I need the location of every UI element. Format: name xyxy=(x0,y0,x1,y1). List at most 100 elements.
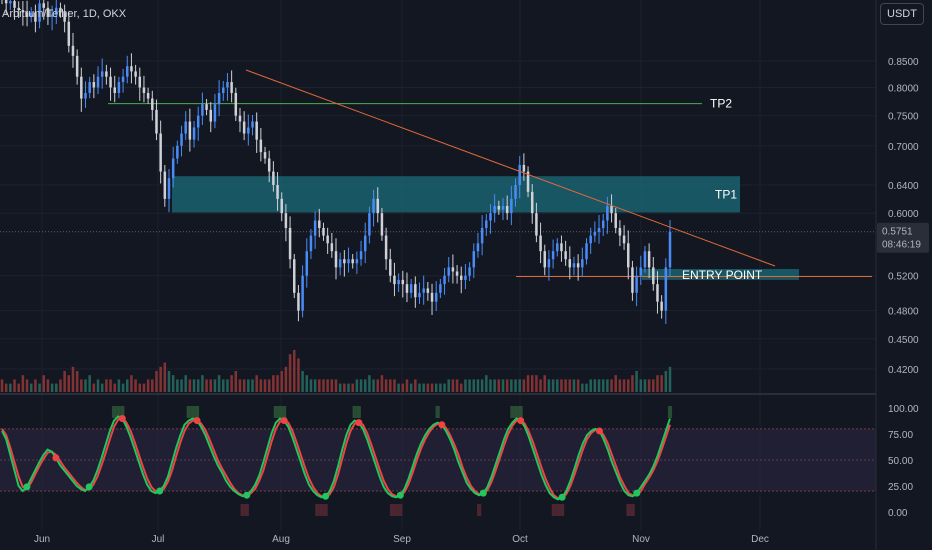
volume-bar-42 xyxy=(176,379,179,392)
volume-bar-90 xyxy=(376,379,380,392)
volume-bar-140 xyxy=(585,383,588,392)
osc-extreme-59 xyxy=(244,504,249,516)
candle-body-32 xyxy=(134,71,137,77)
candle-body-25 xyxy=(105,71,108,77)
volume-bar-19 xyxy=(80,379,83,392)
candle-body-57 xyxy=(238,115,242,122)
candle-body-59 xyxy=(247,127,250,134)
candle-body-65 xyxy=(272,171,275,185)
volume-bar-131 xyxy=(547,379,551,392)
price-badge-value: 0.5751 xyxy=(882,227,913,238)
osc-extreme-66 xyxy=(273,406,278,418)
time-tick-5: Nov xyxy=(632,534,650,545)
trend-line[interactable] xyxy=(245,69,776,267)
candle-body-150 xyxy=(626,243,630,268)
volume-bar-1 xyxy=(4,383,8,392)
volume-bar-57 xyxy=(238,379,242,392)
volume-bar-39 xyxy=(163,362,167,392)
volume-bar-8 xyxy=(34,379,37,392)
volume-bar-148 xyxy=(618,379,622,392)
osc-extreme-58 xyxy=(240,504,245,516)
osc-cross-dot-47 xyxy=(193,417,201,425)
volume-bar-81 xyxy=(338,383,342,392)
entry-zone[interactable] xyxy=(642,269,799,280)
osc-cross-dot-78 xyxy=(322,492,330,500)
candle-body-77 xyxy=(322,227,325,236)
volume-bar-11 xyxy=(46,379,50,392)
candle-body-146 xyxy=(610,205,613,214)
osc-extreme-76 xyxy=(315,504,320,516)
currency-button[interactable]: USDT xyxy=(880,3,924,25)
candle-body-36 xyxy=(151,98,154,110)
osc-extreme-85 xyxy=(352,406,357,418)
tp2-label: TP2 xyxy=(710,97,732,111)
volume-bar-86 xyxy=(359,379,363,392)
symbol-title: Arbitrum/Tether, 1D, OKX xyxy=(2,8,127,20)
candle-body-159 xyxy=(664,267,668,311)
candle-body-132 xyxy=(551,251,555,260)
volume-bar-119 xyxy=(497,379,501,392)
candle-body-29 xyxy=(121,76,125,83)
volume-bar-37 xyxy=(155,371,158,392)
candle-body-144 xyxy=(601,220,605,228)
volume-bar-59 xyxy=(247,379,250,392)
volume-bar-114 xyxy=(476,379,480,392)
price-tick-1: 0.8000 xyxy=(888,83,919,94)
volume-bar-145 xyxy=(606,379,609,392)
volume-bar-18 xyxy=(75,371,79,392)
candle-body-86 xyxy=(359,251,363,260)
candle-body-51 xyxy=(213,104,217,122)
candle-body-115 xyxy=(480,227,484,244)
candle-body-82 xyxy=(343,259,346,264)
volume-bar-106 xyxy=(443,383,446,392)
price-axis[interactable]: 0.8500 0.8000 0.7500 0.7000 0.6400 0.6000 0.52… xyxy=(888,57,919,519)
volume-bar-17 xyxy=(71,366,75,392)
candle-body-15 xyxy=(63,12,66,22)
candle-body-63 xyxy=(263,152,267,159)
volume-bar-2 xyxy=(9,383,12,392)
osc-cross-dot-68 xyxy=(280,417,288,425)
candle-body-145 xyxy=(606,205,609,221)
candle-body-45 xyxy=(188,121,192,140)
candle-body-70 xyxy=(292,259,296,293)
candle-body-79 xyxy=(330,243,334,252)
candle-body-158 xyxy=(660,301,663,311)
osc-extreme-86 xyxy=(356,406,361,418)
osc-cross-dot-21 xyxy=(85,483,93,491)
volume-bar-151 xyxy=(631,375,634,392)
candle-body-46 xyxy=(192,127,196,140)
candle-body-108 xyxy=(451,267,455,272)
candle-body-5 xyxy=(21,10,25,13)
osc-extreme-67 xyxy=(277,406,283,418)
candle-body-117 xyxy=(489,213,492,221)
candle-body-21 xyxy=(88,82,91,93)
tp1-zone[interactable] xyxy=(172,176,740,213)
osc-cross-dot-116 xyxy=(479,489,487,497)
osc-cross-dot-38 xyxy=(156,487,164,495)
volume-bar-109 xyxy=(455,379,459,392)
osc-k-line xyxy=(1,415,671,501)
candle-body-116 xyxy=(485,220,488,228)
candle-body-41 xyxy=(171,158,175,179)
volume-bar-36 xyxy=(151,379,154,392)
volume-bar-54 xyxy=(226,379,229,392)
volume-bar-153 xyxy=(639,379,643,392)
volume-bar-49 xyxy=(205,379,208,392)
volume-bar-136 xyxy=(568,379,572,392)
osc-extreme-105 xyxy=(435,406,440,418)
volume-bar-67 xyxy=(280,371,283,392)
candle-body-80 xyxy=(334,251,338,268)
osc-cross-dot-106 xyxy=(438,421,446,429)
volume-bar-107 xyxy=(447,379,450,392)
candle-body-135 xyxy=(564,251,567,260)
candle-body-149 xyxy=(622,235,626,244)
candle-body-66 xyxy=(276,184,279,199)
price-tick-0: 0.8500 xyxy=(888,57,919,68)
candle-body-100 xyxy=(418,292,421,298)
time-axis[interactable]: Jun Jul Aug Sep Oct Nov Dec xyxy=(34,534,769,545)
time-tick-4: Oct xyxy=(512,534,528,545)
volume-bar-94 xyxy=(393,379,396,392)
osc-extreme-125 xyxy=(518,406,523,418)
candle-body-104 xyxy=(434,292,438,302)
